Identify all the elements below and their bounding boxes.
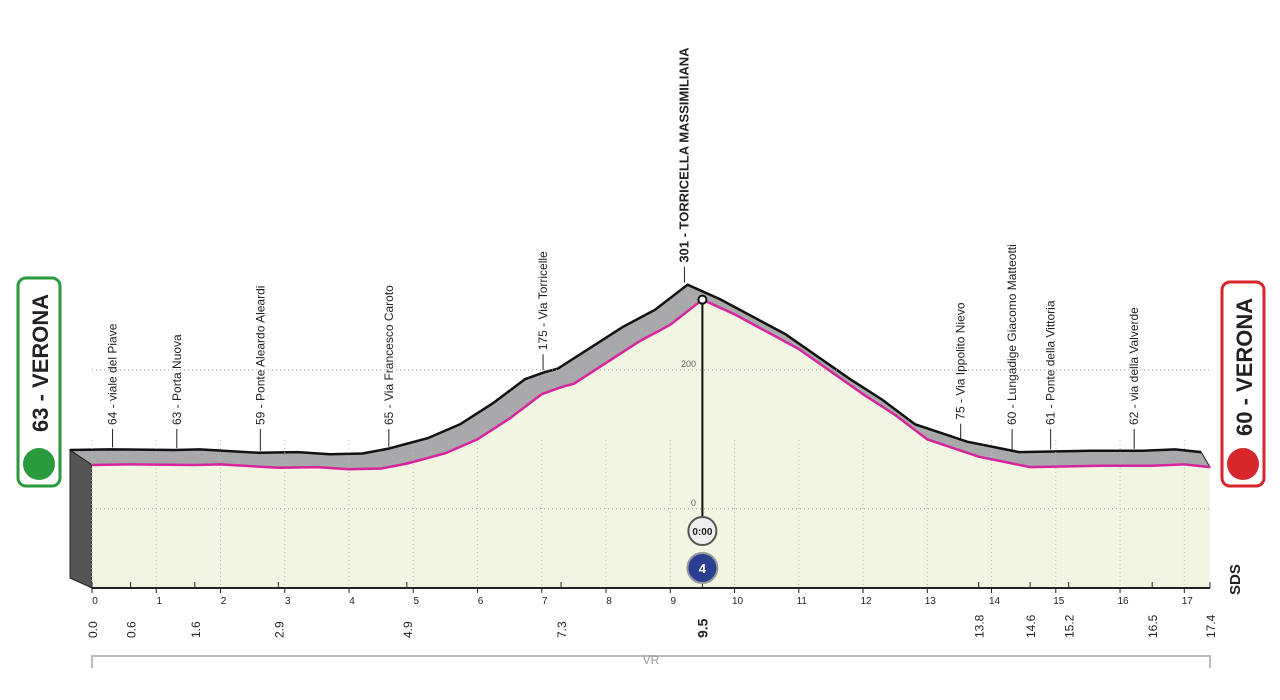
x-tick-label: 8 bbox=[606, 596, 612, 607]
finish-icon bbox=[1227, 448, 1259, 480]
km-label: 15.2 bbox=[1063, 614, 1077, 638]
finish-label: 60 - VERONA bbox=[1232, 298, 1257, 436]
km-label: 4.9 bbox=[401, 621, 415, 638]
timecheck-icon bbox=[687, 516, 718, 546]
km-label: 7.3 bbox=[555, 621, 569, 638]
x-tick-label: 5 bbox=[413, 596, 419, 607]
x-tick-label: 4 bbox=[349, 596, 355, 607]
x-tick-label: 2 bbox=[221, 596, 227, 607]
province-bracket bbox=[91, 655, 1211, 668]
category-label: 4 bbox=[699, 561, 707, 576]
x-tick-label: 10 bbox=[732, 596, 744, 607]
km-label: 13.8 bbox=[973, 614, 987, 638]
x-tick-label: 0 bbox=[92, 596, 98, 607]
waypoint-label: 61 - Ponte della Vittoria bbox=[1044, 300, 1058, 425]
waypoint-label: 63 - Porta Nuova bbox=[170, 334, 184, 425]
km-label: 1.6 bbox=[189, 621, 203, 638]
category-icon bbox=[686, 552, 719, 584]
x-tick-label: 3 bbox=[285, 596, 291, 607]
waypoint-label: 62 - via della Valverde bbox=[1127, 307, 1141, 425]
x-tick-label: 1 bbox=[156, 596, 162, 607]
x-tick-label: 15 bbox=[1053, 596, 1065, 607]
waypoint-label: 175 - Via Torricelle bbox=[536, 251, 550, 350]
x-tick-label: 9 bbox=[670, 596, 676, 607]
x-tick-label: 7 bbox=[542, 596, 548, 607]
x-tick-label: 13 bbox=[925, 596, 937, 607]
start-label: 63 - VERONA bbox=[28, 294, 53, 432]
km-label: 14.6 bbox=[1024, 614, 1038, 638]
km-label: 0.6 bbox=[125, 621, 139, 638]
relief-edge bbox=[69, 283, 1202, 456]
y-tick-label: 200 bbox=[681, 359, 696, 369]
km-label: 17.4 bbox=[1204, 614, 1218, 638]
km-label: 2.9 bbox=[272, 621, 286, 638]
province-label: VR bbox=[643, 653, 660, 667]
waypoint-label: 301 - TORRICELLA MASSIMILIANA bbox=[676, 47, 691, 263]
x-tick-label: 17 bbox=[1182, 596, 1194, 607]
waypoint-label: 60 - Lungadige Giacomo Matteotti bbox=[1005, 244, 1019, 425]
timecheck-label: 0:00 bbox=[692, 527, 712, 538]
profile-area bbox=[92, 299, 1210, 588]
x-tick-label: 6 bbox=[478, 596, 484, 607]
x-tick-label: 11 bbox=[797, 596, 808, 607]
km-label: 9.5 bbox=[694, 618, 710, 638]
waypoint-label: 75 - Via Ippolito Nievo bbox=[954, 302, 968, 420]
finish-box bbox=[1220, 280, 1266, 488]
x-tick-label: 14 bbox=[989, 596, 1001, 607]
profile-line bbox=[91, 298, 1211, 471]
x-tick-label: 16 bbox=[1117, 596, 1129, 607]
start-icon bbox=[23, 448, 55, 480]
waypoint-label: 59 - Ponte Aleardo Aleardi bbox=[253, 286, 267, 425]
brand: SDS bbox=[1227, 564, 1244, 595]
km-label: 16.5 bbox=[1146, 614, 1160, 638]
profile-relief-side bbox=[69, 449, 93, 589]
waypoint-label: 65 - Via Francesco Caroto bbox=[382, 285, 396, 425]
waypoint-label: 64 - viale del Piave bbox=[106, 323, 120, 425]
start-box bbox=[16, 276, 62, 488]
x-tick-label: 12 bbox=[860, 596, 872, 607]
y-tick-label: 0 bbox=[691, 498, 696, 508]
summit-dot bbox=[697, 294, 708, 305]
km-label: 0.0 bbox=[86, 621, 100, 638]
